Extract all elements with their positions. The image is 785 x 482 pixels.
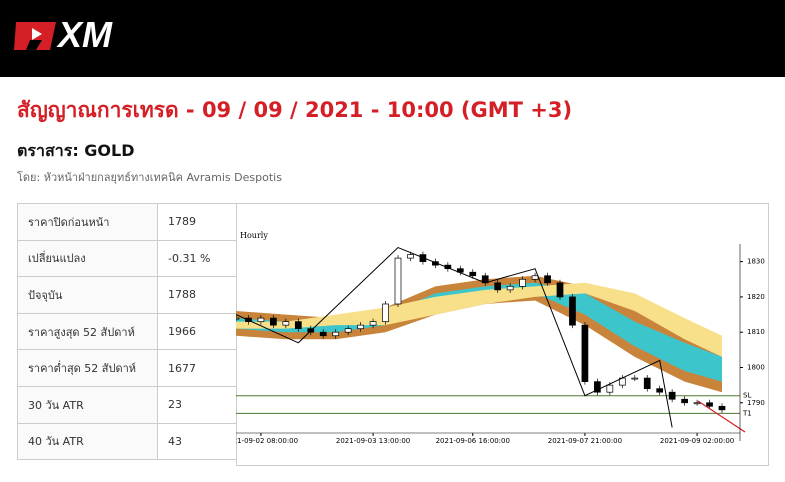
band (236, 282, 722, 382)
table-row: เปลี่ยนแปลง -0.31 % (17, 239, 237, 278)
candle (494, 282, 502, 291)
cell-label: 40 วัน ATR (17, 422, 158, 461)
cell-value: 1788 (157, 276, 237, 314)
x-tick-label: 2021-09-09 02:00:00 (660, 437, 734, 445)
header: XM (0, 0, 785, 77)
band (236, 282, 722, 357)
candle (407, 254, 414, 259)
candle (594, 381, 601, 393)
cell-label: ราคาสูงสุด 52 สัปดาห์ (17, 312, 158, 351)
candle (681, 398, 688, 404)
table-row: 30 วัน ATR 23 (17, 385, 237, 424)
cell-value: 1966 (157, 312, 237, 351)
candle (556, 282, 564, 298)
logo-icon (14, 22, 56, 50)
x-tick-label: 2021-09-06 16:00:00 (436, 437, 510, 445)
table-row: 40 วัน ATR 43 (17, 422, 237, 461)
table-row: ราคาปิดก่อนหน้า 1789 (17, 203, 237, 241)
candle (382, 303, 389, 322)
x-tick-label: 2021-09-02 08:00:00 (236, 437, 298, 445)
y-tick-label: 1800 (747, 363, 765, 371)
candle (319, 331, 327, 337)
table-row: ราคาต่ำสุด 52 สัปดาห์ 1677 (17, 349, 237, 387)
chart-title: Hourly (240, 231, 268, 240)
cell-label: ปัจจุบัน (17, 276, 158, 314)
cell-label: ราคาปิดก่อนหน้า (17, 203, 158, 241)
logo[interactable]: XM (58, 14, 112, 55)
candle (270, 317, 277, 326)
candle (668, 391, 676, 400)
y-tick-label: 1830 (747, 258, 765, 266)
candle (357, 324, 364, 330)
candle (606, 384, 614, 393)
cell-value: 43 (157, 422, 237, 461)
candle (656, 388, 664, 393)
x-tick-label: 2021-09-03 13:00:00 (336, 437, 410, 445)
zigzag (236, 246, 673, 428)
table-row: ราคาสูงสุด 52 สัปดาห์ 1966 (17, 312, 237, 351)
candle (544, 275, 551, 284)
candle (581, 324, 589, 382)
cell-value: 23 (157, 385, 237, 424)
title: สัญญาณการเทรด - 09 / 09 / 2021 - 10:00 (… (17, 98, 573, 122)
candle (569, 296, 576, 326)
author: โดย: หัวหน้าฝ่ายกลยุทธ์ทางเทคนิค Avramis… (17, 171, 282, 184)
cell-label: ราคาต่ำสุด 52 สัปดาห์ (17, 349, 158, 387)
candle (506, 285, 514, 291)
cell-label: 30 วัน ATR (17, 385, 158, 424)
x-tick-label: 2021-09-07 21:00:00 (548, 437, 622, 445)
candle (394, 257, 402, 305)
level-label: T1 (742, 409, 752, 417)
table-row: ปัจจุบัน 1788 (17, 276, 237, 314)
candle (469, 271, 477, 277)
candle (236, 317, 240, 320)
candle (344, 328, 352, 333)
y-tick-label: 1820 (747, 293, 765, 301)
candle (332, 331, 340, 337)
instrument: ตราสาร: GOLD (17, 141, 135, 160)
projection-arrow (697, 400, 746, 433)
level-label: SL (743, 392, 751, 400)
candle (282, 321, 290, 326)
candle (718, 405, 726, 411)
candle (693, 402, 701, 405)
cell-value: 1789 (157, 203, 237, 241)
candle (631, 377, 639, 380)
candle (643, 377, 651, 390)
stats-table: ราคาปิดก่อนหน้า 1789 เปลี่ยนแปลง -0.31 % ปัจ… (17, 203, 237, 461)
candle (294, 321, 302, 330)
cell-value: -0.31 % (157, 239, 237, 278)
chart: Hourly SL T1 1790 1800 1810 1820 1830 2021-09-0… (236, 203, 769, 466)
cell-label: เปลี่ยนแปลง (17, 239, 158, 278)
candle (369, 321, 377, 326)
y-tick-label: 1810 (747, 328, 765, 336)
candle (706, 402, 713, 407)
candle (531, 275, 539, 280)
y-tick-label: 1790 (747, 399, 765, 407)
candle (257, 317, 265, 322)
cell-value: 1677 (157, 349, 237, 387)
candle (519, 278, 526, 287)
